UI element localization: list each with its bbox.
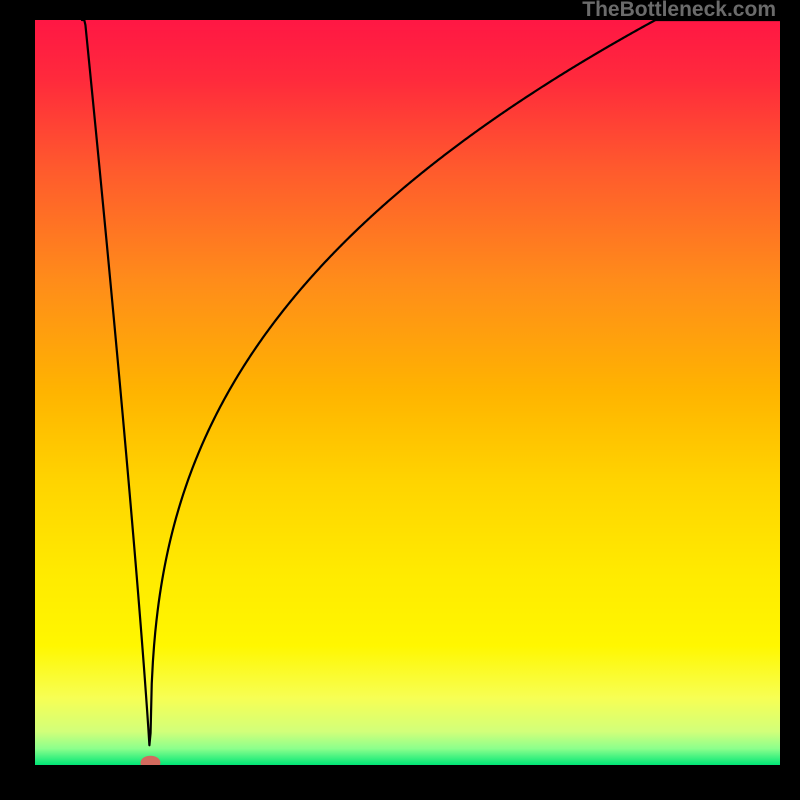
curve-layer	[35, 20, 780, 765]
watermark-text: TheBottleneck.com	[582, 0, 776, 22]
bottleneck-curve	[82, 20, 780, 745]
cusp-marker	[140, 756, 160, 765]
frame-border-bottom	[0, 765, 800, 800]
plot-area	[35, 20, 780, 765]
chart-container: TheBottleneck.com	[0, 0, 800, 800]
frame-border-left	[0, 0, 35, 800]
frame-border-right	[780, 0, 800, 800]
